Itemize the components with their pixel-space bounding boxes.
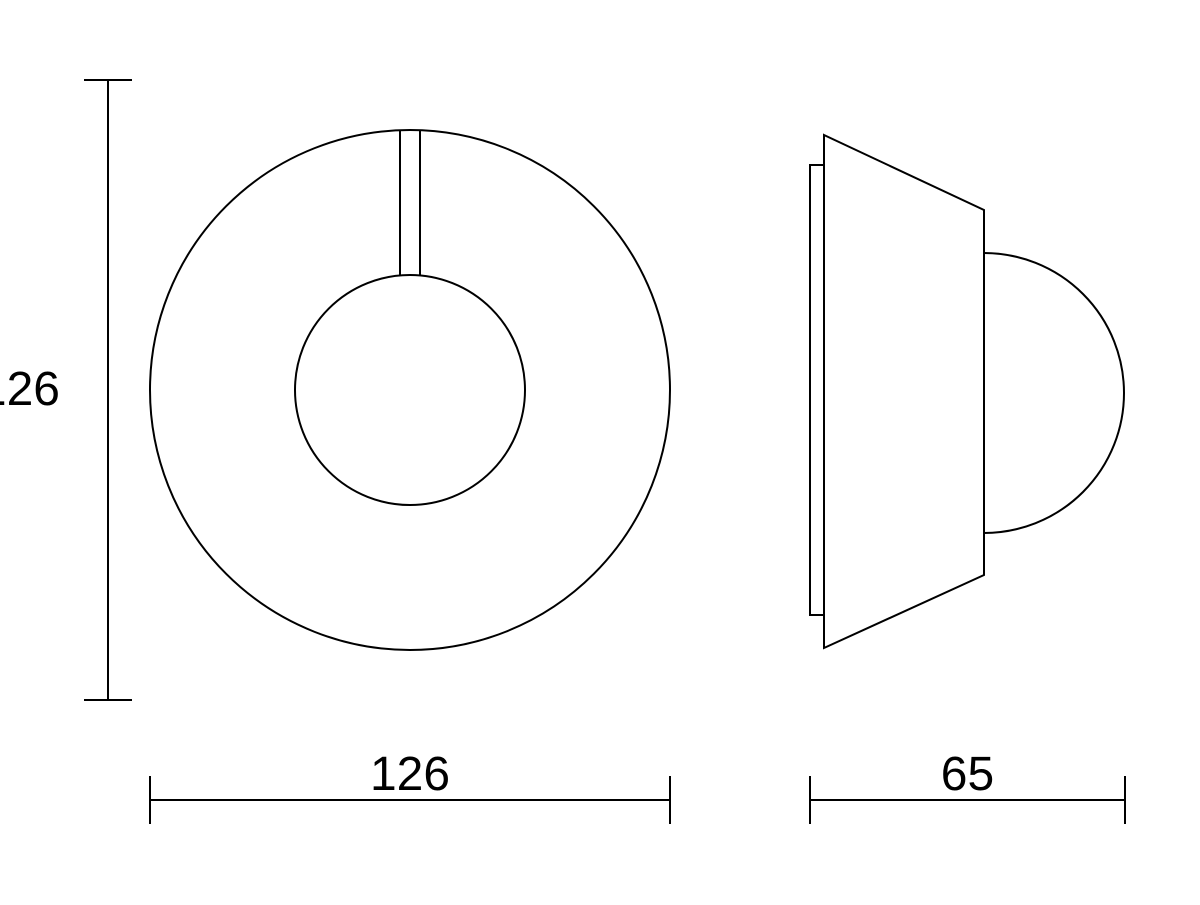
side-trapezoid-body <box>824 135 984 648</box>
technical-drawing-svg: 126 126 65 <box>0 0 1200 900</box>
dimension-width-front: 126 <box>150 748 670 824</box>
dim-height-label: 126 <box>0 363 60 416</box>
side-view <box>810 135 1124 648</box>
dim-width-side-label: 65 <box>941 748 994 801</box>
technical-drawing-container: 126 126 65 <box>0 0 1200 900</box>
side-base-rect <box>810 165 824 615</box>
side-dome-arc <box>984 253 1124 533</box>
inner-circle <box>295 275 525 505</box>
outer-circle <box>150 130 670 650</box>
dimension-height: 126 <box>0 80 132 700</box>
dimension-width-side: 65 <box>810 748 1125 824</box>
dim-width-front-label: 126 <box>370 748 450 801</box>
front-view <box>150 130 670 650</box>
